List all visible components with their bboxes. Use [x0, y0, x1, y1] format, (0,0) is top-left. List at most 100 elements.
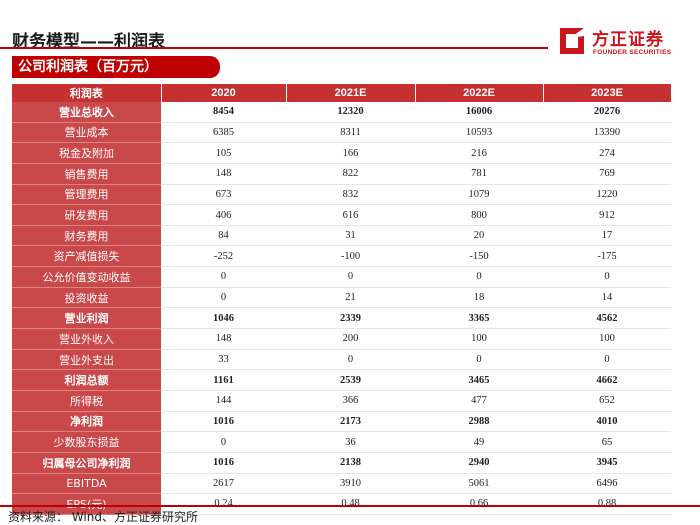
- table-cell: 2617: [161, 473, 286, 495]
- income-statement-table: 利润表 2020 2021E 2022E 2023E 营业总收入 8454 1232…: [12, 84, 672, 515]
- row-label: 投资收益: [12, 287, 161, 309]
- row-label: 少数股东损益: [12, 431, 161, 453]
- row-label: 销售费用: [12, 163, 161, 185]
- table-cell: 1046: [161, 307, 286, 330]
- column-header: 利润表: [12, 84, 162, 102]
- table-row: 归属母公司净利润 1016 2138 2940 3945: [12, 452, 671, 474]
- table-cell: 144: [161, 390, 286, 412]
- logo-name-cn: 方正证券: [592, 30, 664, 50]
- section-label: 公司利润表（百万元）: [12, 56, 220, 78]
- footer-divider: [0, 505, 700, 507]
- table-cell: 3945: [543, 452, 671, 474]
- table-row: 营业总收入 8454 12320 16006 20276: [12, 102, 671, 123]
- table-cell: 5061: [415, 473, 543, 495]
- table-cell: 2940: [415, 452, 543, 474]
- row-label: 营业外支出: [12, 349, 161, 371]
- row-label: 营业利润: [12, 307, 161, 330]
- table-cell: 4662: [543, 369, 671, 391]
- column-header: 2023E: [543, 84, 672, 102]
- table-cell: 4010: [543, 411, 671, 433]
- table-cell: -100: [286, 245, 415, 268]
- table-row: 销售费用 148 822 781 769: [12, 163, 671, 185]
- table-row: 税金及附加 105 166 216 274: [12, 142, 671, 164]
- row-label: 公允价值变动收益: [12, 266, 161, 288]
- table-cell: 274: [543, 142, 671, 164]
- table-body: 营业总收入 8454 12320 16006 20276 营业成本 6385 8311 1059…: [12, 102, 671, 515]
- table-row: 财务费用 84 31 20 17: [12, 225, 671, 247]
- table-row: EPS(元)0.240.480.660.88: [12, 493, 671, 515]
- table-cell: 100: [415, 328, 543, 350]
- table-row: 少数股东损益 0 36 49 65: [12, 431, 671, 453]
- table-cell: 832: [286, 184, 415, 206]
- row-label: 资产减值损失: [12, 245, 161, 268]
- table-cell: 3910: [286, 473, 415, 495]
- row-label: 归属母公司净利润: [12, 452, 161, 474]
- table-cell: 1079: [415, 184, 543, 206]
- table-cell: 33: [161, 349, 286, 371]
- table-cell: 673: [161, 184, 286, 206]
- table-cell: 13390: [543, 122, 671, 144]
- table-cell: 84: [161, 225, 286, 247]
- table-cell: 822: [286, 163, 415, 185]
- table-cell: 0: [543, 266, 671, 288]
- table-cell: 65: [543, 431, 671, 453]
- row-label: 营业外收入: [12, 328, 161, 350]
- table-cell: 1016: [161, 411, 286, 433]
- row-label: 净利润: [12, 411, 161, 433]
- logo-name-en: FOUNDER SECURITIES: [593, 49, 672, 56]
- table-cell: 10593: [415, 122, 543, 144]
- table-cell: 2173: [286, 411, 415, 433]
- table-cell: 148: [161, 163, 286, 185]
- table-cell: 0: [161, 266, 286, 288]
- table-cell: 4562: [543, 307, 671, 330]
- table-cell: 216: [415, 142, 543, 164]
- table-cell: 2339: [286, 307, 415, 330]
- table-cell: 8311: [286, 122, 415, 144]
- table-cell: -252: [161, 245, 286, 268]
- table-cell: 0: [161, 431, 286, 453]
- table-cell: 3465: [415, 369, 543, 391]
- table-row: 营业成本 6385 8311 10593 13390: [12, 122, 671, 144]
- column-header: 2022E: [415, 84, 544, 102]
- table-cell: 0: [286, 266, 415, 288]
- company-logo: 方正证券 FOUNDER SECURITIES: [556, 24, 691, 66]
- founder-logo-icon: [560, 28, 584, 54]
- row-label: 税金及附加: [12, 142, 161, 164]
- table-cell: 781: [415, 163, 543, 185]
- table-row: 资产减值损失 -252 -100 -150 -175: [12, 245, 671, 268]
- table-cell: 200: [286, 328, 415, 350]
- table-cell: 100: [543, 328, 671, 350]
- row-label: 营业总收入: [12, 102, 161, 123]
- table-cell: 166: [286, 142, 415, 164]
- table-row: 利润总额 1161 2539 3465 4662: [12, 369, 671, 391]
- table-cell: 6496: [543, 473, 671, 495]
- row-label: 利润总额: [12, 369, 161, 391]
- table-cell: 21: [286, 287, 415, 309]
- table-cell: 1220: [543, 184, 671, 206]
- table-cell: 2539: [286, 369, 415, 391]
- table-cell: 800: [415, 204, 543, 226]
- table-cell: 20: [415, 225, 543, 247]
- table-cell: 0.88: [543, 493, 671, 515]
- table-cell: 0.48: [286, 493, 415, 515]
- row-label: 管理费用: [12, 184, 161, 206]
- table-cell: 3365: [415, 307, 543, 330]
- table-cell: 912: [543, 204, 671, 226]
- table-cell: 0: [415, 266, 543, 288]
- table-row: 营业外收入 148 200 100 100: [12, 328, 671, 350]
- column-header: 2020: [161, 84, 287, 102]
- table-cell: 14: [543, 287, 671, 309]
- table-cell: 16006: [415, 102, 543, 123]
- table-cell: -175: [543, 245, 671, 268]
- table-cell: 406: [161, 204, 286, 226]
- table-cell: 2988: [415, 411, 543, 433]
- table-cell: 652: [543, 390, 671, 412]
- source-note: 资料来源： Wind、方正证券研究所: [8, 510, 198, 524]
- row-label: 所得税: [12, 390, 161, 412]
- row-label: 研发费用: [12, 204, 161, 226]
- row-label: EBITDA: [12, 473, 161, 495]
- table-cell: 0.66: [415, 493, 543, 515]
- table-cell: 366: [286, 390, 415, 412]
- table-cell: 49: [415, 431, 543, 453]
- table-row: 投资收益 0 21 18 14: [12, 287, 671, 309]
